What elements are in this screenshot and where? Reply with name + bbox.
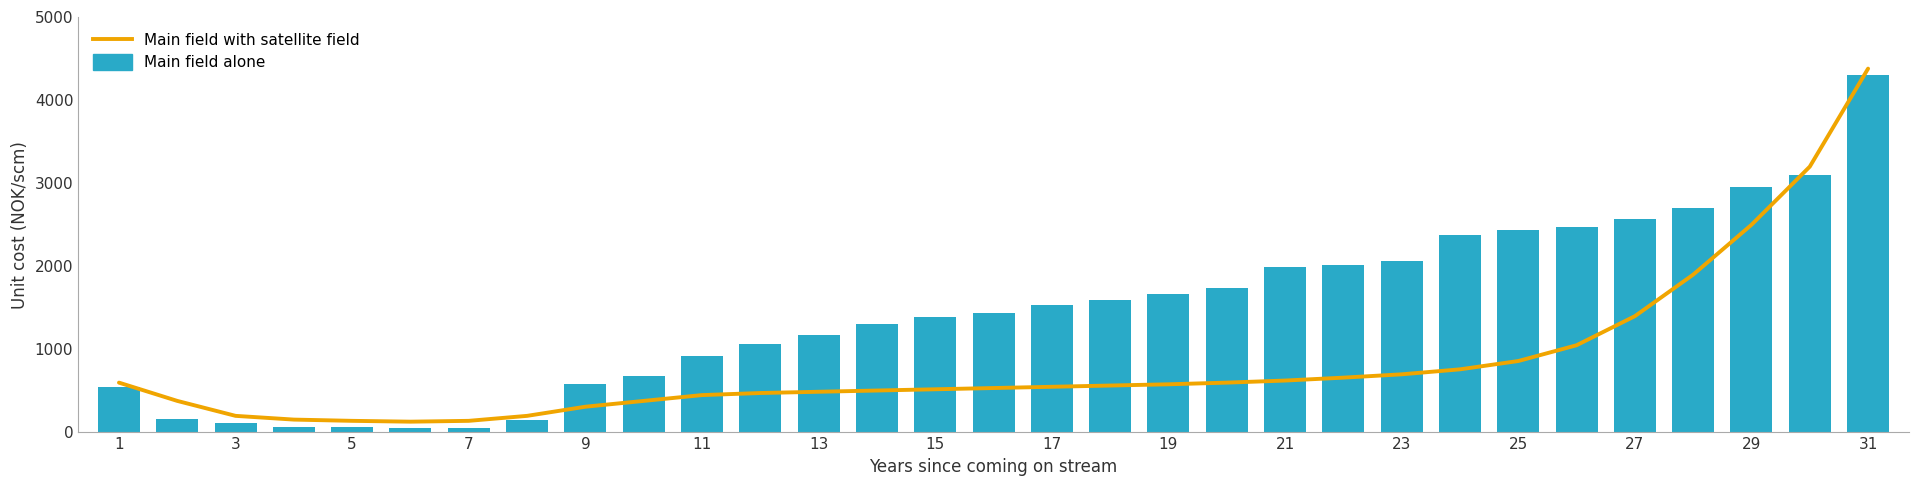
Bar bbox=[273, 427, 315, 432]
Bar bbox=[1323, 264, 1365, 432]
Bar bbox=[1438, 235, 1480, 432]
Bar bbox=[156, 419, 198, 432]
Bar bbox=[1672, 208, 1715, 432]
Legend: Main field with satellite field, Main field alone: Main field with satellite field, Main fi… bbox=[86, 25, 367, 78]
X-axis label: Years since coming on stream: Years since coming on stream bbox=[870, 458, 1117, 476]
Bar bbox=[1847, 75, 1889, 432]
Bar bbox=[622, 376, 664, 432]
Bar bbox=[98, 387, 140, 432]
Bar bbox=[1730, 187, 1772, 432]
Bar bbox=[1206, 288, 1248, 432]
Bar bbox=[739, 344, 781, 432]
Bar bbox=[1380, 262, 1423, 432]
Bar bbox=[564, 384, 607, 432]
Bar bbox=[1615, 219, 1655, 432]
Bar bbox=[330, 428, 372, 432]
Bar bbox=[1498, 230, 1540, 432]
Bar bbox=[682, 356, 724, 432]
Bar bbox=[507, 420, 547, 432]
Bar bbox=[1789, 175, 1832, 432]
Bar bbox=[973, 313, 1014, 432]
Bar bbox=[215, 423, 257, 432]
Bar bbox=[856, 324, 899, 432]
Bar bbox=[1555, 227, 1597, 432]
Bar bbox=[1031, 305, 1073, 432]
Y-axis label: Unit cost (NOK/scm): Unit cost (NOK/scm) bbox=[12, 141, 29, 309]
Bar bbox=[390, 428, 432, 432]
Bar bbox=[797, 335, 839, 432]
Bar bbox=[447, 429, 490, 432]
Bar bbox=[1263, 267, 1306, 432]
Bar bbox=[1148, 294, 1188, 432]
Bar bbox=[1089, 300, 1131, 432]
Bar bbox=[914, 317, 956, 432]
